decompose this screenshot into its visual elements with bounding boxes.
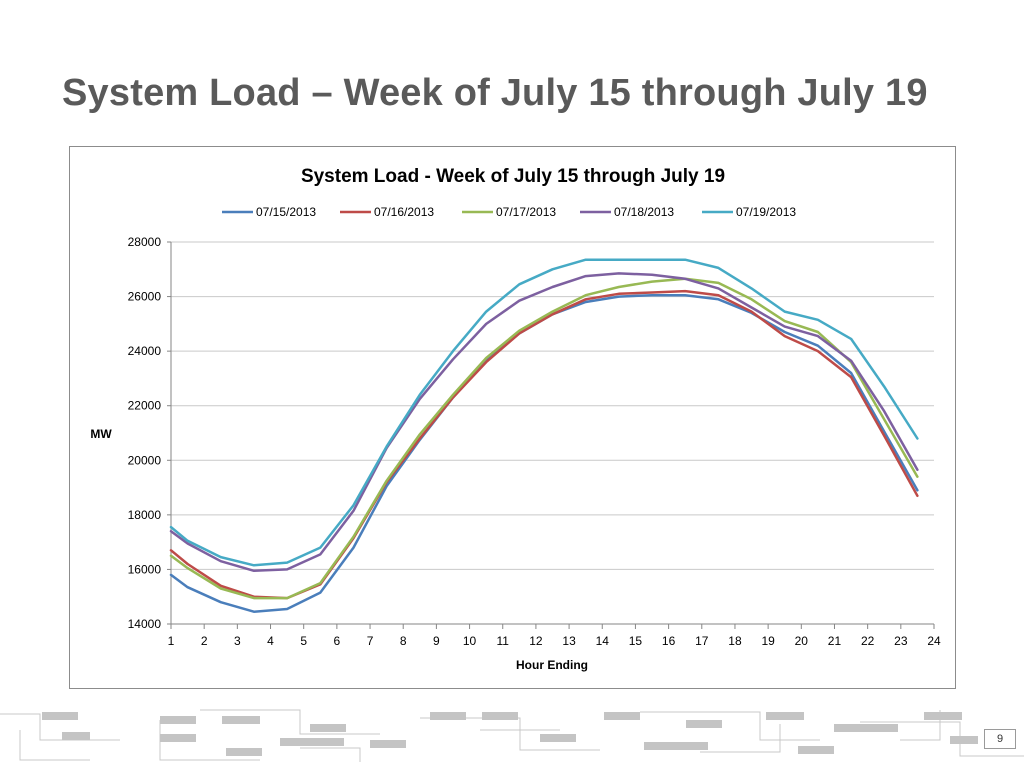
x-tick-label: 12 [529,634,543,648]
x-tick-label: 13 [562,634,576,648]
series-line-5 [169,258,919,567]
legend-label-4: 07/18/2013 [614,205,674,219]
chart-series [169,258,919,613]
series-line-3 [169,277,919,600]
x-axis-ticks: 1 2 3 4 5 6 7 8 9 10 11 12 13 14 15 16 17 18 19 20 21 22 23 24 [168,624,941,648]
x-tick-label: 11 [497,634,510,648]
x-tick-label: 9 [433,634,440,648]
x-tick-label: 3 [234,634,241,648]
series-line-4 [169,272,919,573]
x-tick-label: 2 [201,634,208,648]
circuit-footer-decoration [0,709,1024,762]
y-axis-title: MW [90,427,112,441]
legend-label-3: 07/17/2013 [496,205,556,219]
chart-frame: System Load - Week of July 15 through Ju… [69,146,956,689]
x-tick-label: 23 [894,634,908,648]
x-tick-label: 7 [367,634,374,648]
legend-label-1: 07/15/2013 [256,205,316,219]
line-chart: System Load - Week of July 15 through Ju… [90,166,941,672]
y-tick-label: 26000 [128,290,162,304]
x-axis-title: Hour Ending [516,658,588,672]
x-tick-label: 5 [300,634,307,648]
x-tick-label: 18 [728,634,742,648]
x-tick-label: 22 [861,634,875,648]
legend-label-2: 07/16/2013 [374,205,434,219]
legend-label-5: 07/19/2013 [736,205,796,219]
x-tick-label: 1 [168,634,175,648]
y-tick-label: 14000 [128,617,162,631]
x-tick-label: 6 [334,634,341,648]
x-tick-label: 16 [662,634,676,648]
chart-title: System Load - Week of July 15 through Ju… [301,166,725,187]
x-tick-label: 17 [695,634,709,648]
y-tick-label: 20000 [128,453,162,467]
chart-legend: 07/15/2013 07/16/2013 07/17/2013 07/18/2013… [222,205,796,219]
x-tick-label: 8 [400,634,407,648]
page-number: 9 [984,729,1016,749]
x-tick-label: 10 [463,634,477,648]
y-tick-label: 24000 [128,344,162,358]
y-axis-ticks: 14000 16000 18000 20000 22000 24000 26000 28000 [128,235,171,631]
series-line-2 [169,289,919,600]
y-tick-label: 18000 [128,508,162,522]
x-tick-label: 21 [828,634,842,648]
x-tick-label: 14 [596,634,610,648]
series-line-1 [169,293,919,613]
chart-gridlines [170,241,934,625]
x-tick-label: 19 [761,634,775,648]
x-tick-label: 24 [927,634,941,648]
x-tick-label: 20 [795,634,809,648]
x-tick-label: 4 [267,634,274,648]
y-tick-label: 22000 [128,399,162,413]
slide-title: System Load – Week of July 15 through Ju… [62,72,928,114]
x-tick-label: 15 [629,634,643,648]
y-tick-label: 16000 [128,562,162,576]
y-tick-label: 28000 [128,235,162,249]
